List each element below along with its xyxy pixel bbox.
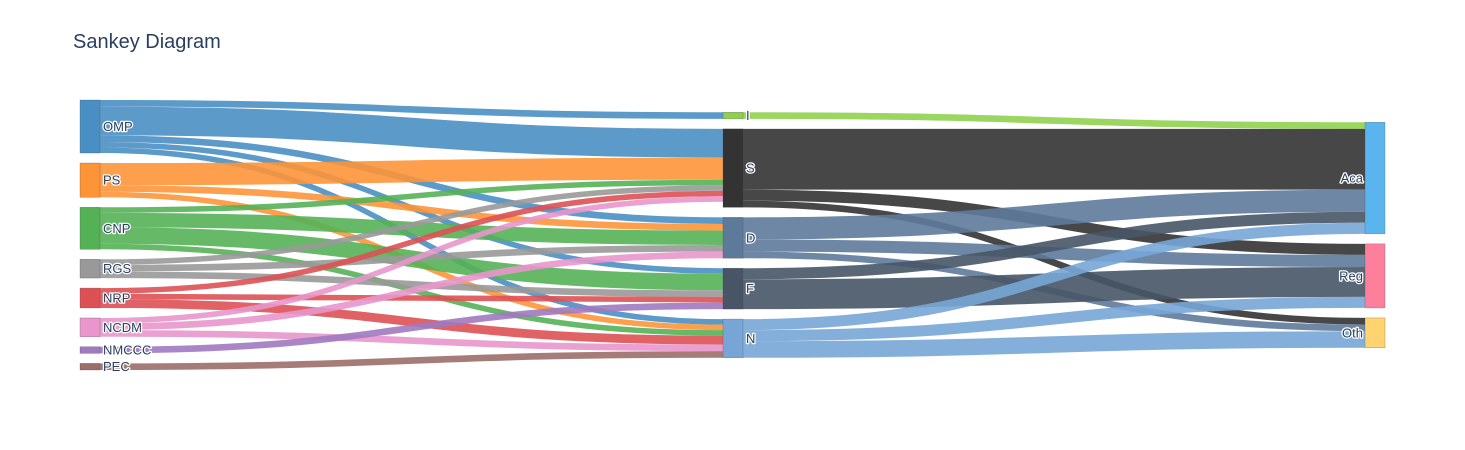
node-pec[interactable] <box>79 363 101 371</box>
link-n-to-reg[interactable] <box>742 296 1366 342</box>
link-n-to-aca[interactable] <box>742 222 1366 331</box>
link-nrp-to-n[interactable] <box>99 299 724 345</box>
node-ncdm[interactable] <box>79 317 101 337</box>
node-nrp[interactable] <box>79 287 101 309</box>
node-label-rgs: RGS <box>103 261 132 276</box>
node-label-pec: PEC <box>103 359 130 374</box>
node-label-f: F <box>746 281 754 296</box>
node-label-n: N <box>746 331 755 346</box>
node-n[interactable] <box>722 318 744 359</box>
node-label-oth: Oth <box>1342 325 1363 340</box>
node-ps-bar[interactable] <box>79 162 101 198</box>
link-ncdm-to-s[interactable] <box>99 196 724 324</box>
node-rgs-bar[interactable] <box>79 259 101 279</box>
node-label-nmccc: NMCCC <box>103 343 151 358</box>
node-label-i: I <box>746 108 750 123</box>
node-nmccc-bar[interactable] <box>79 346 101 354</box>
link-ps-to-d[interactable] <box>99 185 724 231</box>
node-ps[interactable] <box>79 162 101 198</box>
link-nrp-to-f[interactable] <box>99 293 724 303</box>
links-layer <box>99 100 1366 370</box>
link-omp-to-i[interactable] <box>99 100 724 119</box>
node-d-bar[interactable] <box>722 217 744 259</box>
link-i-to-aca[interactable] <box>742 112 1366 129</box>
node-rgs[interactable] <box>79 259 101 279</box>
node-s[interactable] <box>722 128 744 208</box>
node-ncdm-bar[interactable] <box>79 317 101 337</box>
node-nmccc[interactable] <box>79 346 101 354</box>
node-reg[interactable] <box>1364 243 1386 309</box>
chart-title: Sankey Diagram <box>73 31 221 53</box>
node-cnp[interactable] <box>79 207 101 250</box>
link-s-to-oth[interactable] <box>742 200 1366 325</box>
node-label-omp: OMP <box>103 119 133 134</box>
node-aca[interactable] <box>1364 121 1386 235</box>
node-reg-bar[interactable] <box>1364 243 1386 309</box>
node-label-ps: PS <box>103 173 121 188</box>
link-f-to-reg[interactable] <box>742 267 1366 310</box>
node-label-d: D <box>746 230 755 245</box>
link-f-to-aca[interactable] <box>742 211 1366 280</box>
link-ncdm-to-d[interactable] <box>99 251 724 331</box>
node-label-ncdm: NCDM <box>103 320 142 335</box>
node-label-s: S <box>746 161 755 176</box>
node-label-reg: Reg <box>1339 268 1363 283</box>
node-label-aca: Aca <box>1341 171 1364 186</box>
link-rgs-to-s[interactable] <box>99 185 724 265</box>
link-d-to-aca[interactable] <box>742 189 1366 240</box>
node-n-bar[interactable] <box>722 318 744 359</box>
link-nmccc-to-f[interactable] <box>99 302 724 354</box>
node-oth-bar[interactable] <box>1364 317 1386 349</box>
link-n-to-oth[interactable] <box>742 331 1366 358</box>
node-i-bar[interactable] <box>722 111 744 120</box>
link-nrp-to-s[interactable] <box>99 190 724 294</box>
link-ps-to-s[interactable] <box>99 157 724 186</box>
node-s-bar[interactable] <box>722 128 744 208</box>
node-omp[interactable] <box>79 99 101 154</box>
node-cnp-bar[interactable] <box>79 207 101 250</box>
link-ncdm-to-n[interactable] <box>99 330 724 352</box>
link-cnp-to-d[interactable] <box>99 212 724 245</box>
node-label-nrp: NRP <box>103 291 130 306</box>
nodes-layer <box>79 99 1386 371</box>
node-nrp-bar[interactable] <box>79 287 101 309</box>
node-label-cnp: CNP <box>103 221 130 236</box>
link-omp-to-s[interactable] <box>99 106 724 158</box>
link-cnp-to-s[interactable] <box>99 179 724 213</box>
node-pec-bar[interactable] <box>79 363 101 371</box>
node-oth[interactable] <box>1364 317 1386 349</box>
node-d[interactable] <box>722 217 744 259</box>
link-rgs-to-f[interactable] <box>99 271 724 297</box>
node-f-bar[interactable] <box>722 267 744 310</box>
link-d-to-reg[interactable] <box>742 239 1366 268</box>
node-omp-bar[interactable] <box>79 99 101 154</box>
node-aca-bar[interactable] <box>1364 121 1386 235</box>
node-f[interactable] <box>722 267 744 310</box>
link-pec-to-n[interactable] <box>99 351 724 370</box>
node-i[interactable] <box>722 111 744 120</box>
